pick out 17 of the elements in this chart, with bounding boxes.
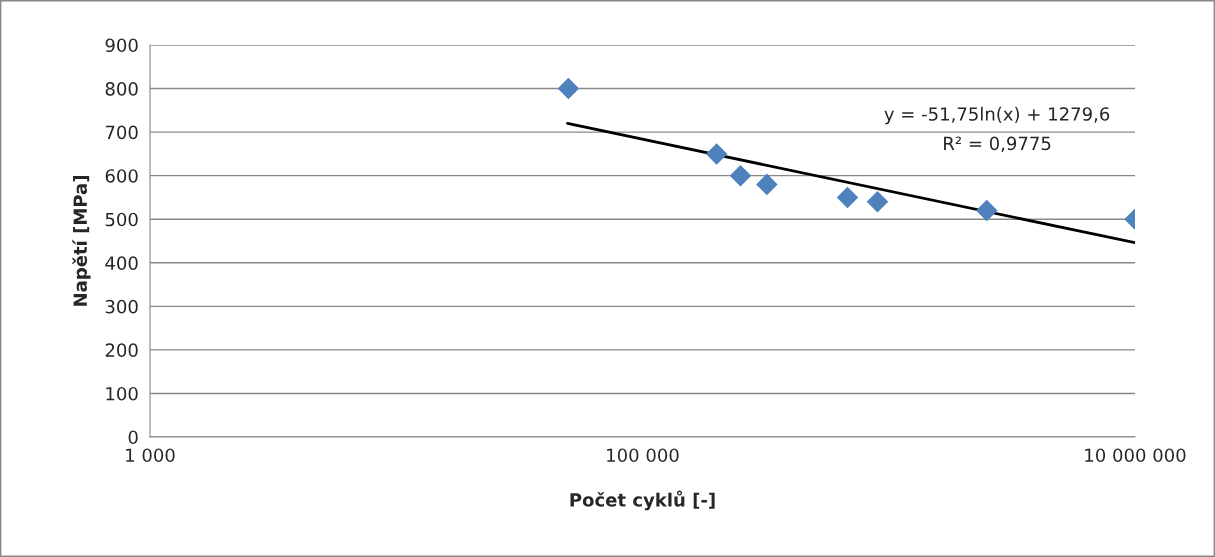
y-tick-label: 700 [105,125,138,140]
y-tick-label: 900 [105,38,138,53]
y-tick-label: 100 [106,386,138,401]
x-tick-label: 10 000 000 [1085,448,1186,463]
y-axis-title: Napětí [MPa] [72,176,91,306]
x-tick-label: 100 000 [607,448,679,463]
y-tick-label: 800 [105,82,138,96]
y-tick-label: 300 [105,299,138,314]
y-tick-label: 0 [128,430,138,445]
y-tick-label: 500 [105,212,138,227]
x-tick-label: 1 000 [126,448,175,463]
annotation: R² = 0,9775 [944,136,1051,153]
x-axis-title: Počet cyklů [-] [570,490,715,511]
y-tick-label: 400 [105,256,138,270]
annotation: y = -51,75ln(x) + 1279,6 [884,106,1110,125]
y-tick-label: 600 [105,169,138,183]
y-tick-label: 200 [105,343,138,358]
